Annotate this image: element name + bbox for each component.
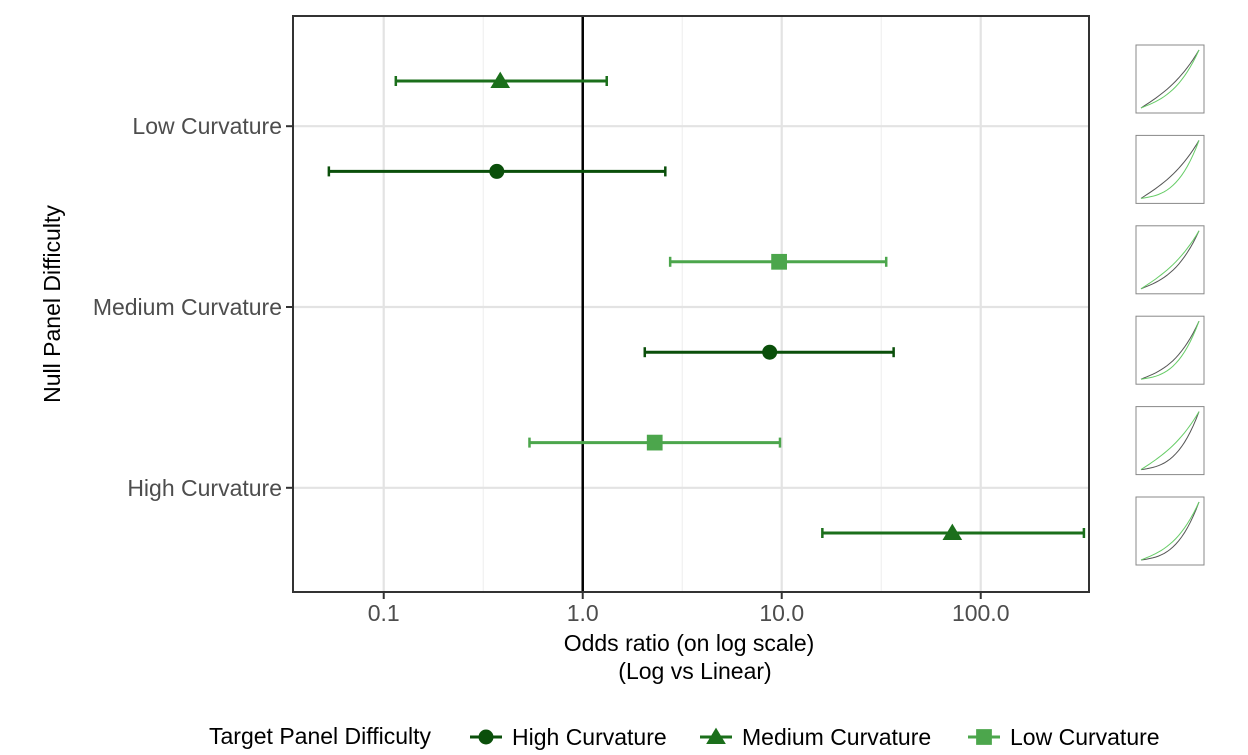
thumbnail-null-curve <box>1140 49 1200 109</box>
thumbnail-target-curve <box>1140 49 1200 109</box>
thumbnail-plot <box>1135 225 1205 295</box>
thumbnail-null-curve <box>1140 501 1200 561</box>
x-tick-label: 10.0 <box>759 600 804 626</box>
thumbnail-plot <box>1135 134 1205 204</box>
thumbnail-target-curve <box>1140 321 1200 380</box>
x-tick-label: 1.0 <box>567 600 599 626</box>
data-point-group <box>394 71 608 89</box>
thumbnail-plot <box>1135 315 1205 385</box>
y-tick-label: High Curvature <box>127 475 282 501</box>
legend-label: Low Curvature <box>1010 724 1160 750</box>
point-estimate-marker <box>762 344 778 360</box>
legend-key-marker <box>976 729 992 745</box>
thumbnail-null-curve <box>1140 230 1200 290</box>
legend: Target Panel Difficulty High Curvature Me… <box>209 723 1160 750</box>
legend-item: Low Curvature <box>968 724 1160 750</box>
legend-key-marker <box>478 729 494 745</box>
thumbnail-frame <box>1135 44 1205 114</box>
legend-label: Medium Curvature <box>742 724 931 750</box>
thumbnail-target-curve <box>1140 230 1200 290</box>
point-estimate-marker <box>646 434 663 451</box>
thumbnail-null-curve <box>1140 411 1200 471</box>
thumbnail-frame <box>1135 496 1205 566</box>
axes: 0.1 1.0 10.0 100.0 Low Curvature Medium Curva… <box>93 113 1010 626</box>
thumbnail-frame <box>1135 225 1205 295</box>
y-axis-title: Null Panel Difficulty <box>39 205 65 403</box>
thumbnail-target-curve <box>1140 411 1200 471</box>
data-series <box>327 71 1086 541</box>
legend-item: Medium Curvature <box>700 724 931 750</box>
thumbnail-target-curve <box>1140 140 1200 199</box>
legend-key-marker <box>706 727 726 745</box>
x-axis-title-line-1: Odds ratio (on log scale) <box>564 630 815 656</box>
x-tick-label: 100.0 <box>952 600 1010 626</box>
thumbnail-frame <box>1135 134 1205 204</box>
plot-panel-border <box>292 15 1090 593</box>
grid <box>293 16 1089 592</box>
point-estimate-marker <box>771 253 787 270</box>
thumbnail-null-curve <box>1140 320 1200 380</box>
y-tick-label: Medium Curvature <box>93 294 282 320</box>
x-axis-title-line-2: (Log vs Linear) <box>618 658 771 684</box>
thumbnail-null-curve <box>1140 140 1200 199</box>
data-point-group <box>528 434 782 451</box>
point-estimate-marker <box>490 71 511 89</box>
thumbnail-plot <box>1135 44 1205 114</box>
point-estimate-marker <box>489 163 505 179</box>
data-point-group <box>668 253 888 270</box>
data-point-group <box>327 163 667 179</box>
thumbnail-target-curve <box>1140 501 1200 561</box>
thumbnail-plot <box>1135 406 1205 476</box>
thumbnail-frame <box>1135 406 1205 476</box>
y-tick-label: Low Curvature <box>132 113 282 139</box>
data-point-group <box>821 523 1086 541</box>
legend-item: High Curvature <box>470 724 667 750</box>
thumbnail-plot <box>1135 496 1205 566</box>
point-estimate-marker <box>942 523 963 541</box>
legend-title: Target Panel Difficulty <box>209 723 432 749</box>
thumbnail-frame <box>1135 315 1205 385</box>
legend-label: High Curvature <box>512 724 667 750</box>
data-point-group <box>643 344 895 360</box>
thumbnails <box>1135 44 1205 566</box>
x-tick-label: 0.1 <box>368 600 400 626</box>
